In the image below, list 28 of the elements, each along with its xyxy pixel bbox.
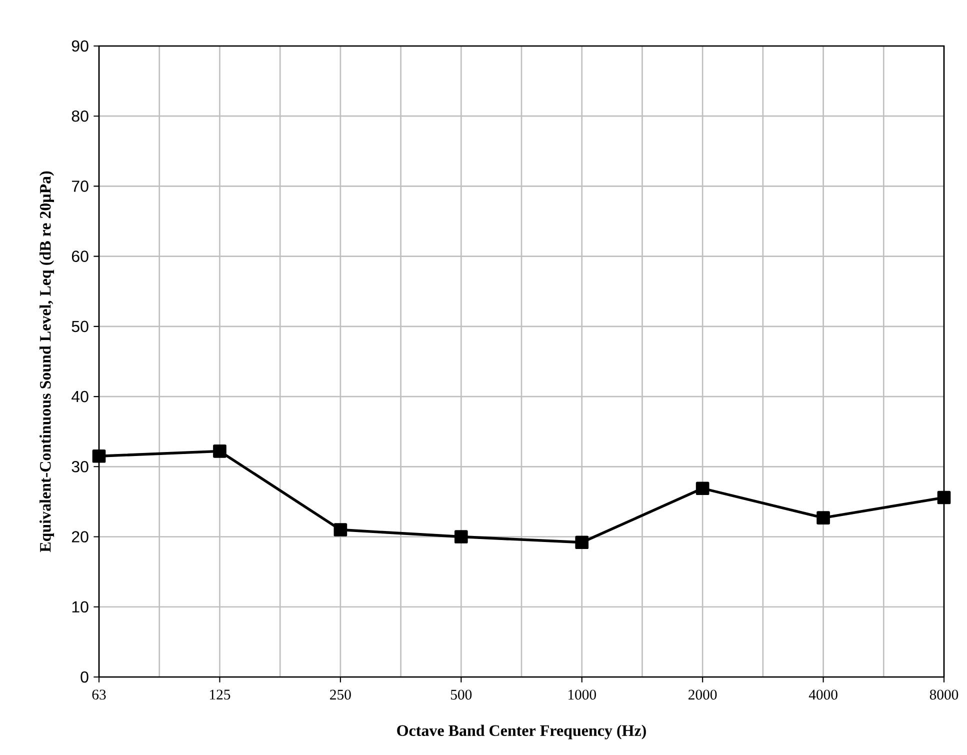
point (92, 449, 106, 463)
x-tick-label: 1000 (568, 690, 596, 700)
x-tick-label: 125 (210, 690, 230, 700)
y-tick-label: 10 (72, 601, 88, 613)
y-tick-label: 30 (72, 460, 88, 472)
y-axis-title: Equivalent-Continuous Sound Level, Leq (dB re 20μPa) (40, 171, 54, 552)
x-tick-label: 63 (92, 690, 106, 700)
x-tick-label: 250 (330, 690, 351, 700)
x-tick-label: 500 (451, 690, 472, 700)
x-tick-label: 2000 (688, 690, 717, 700)
point (816, 511, 830, 524)
y-tick-label: 0 (80, 671, 88, 683)
point (575, 536, 589, 550)
point (937, 490, 951, 504)
y-tick-label: 50 (72, 320, 88, 332)
y-tick-label: 60 (72, 250, 88, 262)
x-axis-title: Octave Band Center Frequency (Hz) (397, 724, 646, 740)
point (454, 530, 468, 544)
y-tick-label: 70 (72, 180, 88, 192)
y-tick-label: 40 (72, 390, 88, 402)
point (213, 444, 226, 458)
x-tick-label: 8000 (930, 690, 958, 700)
y-tick-label: 20 (72, 531, 88, 542)
x-tick-label: 4000 (808, 690, 838, 700)
point (696, 482, 710, 496)
y-tick-label: 90 (72, 40, 88, 52)
point (334, 523, 348, 536)
y-tick-label: 80 (72, 110, 88, 122)
